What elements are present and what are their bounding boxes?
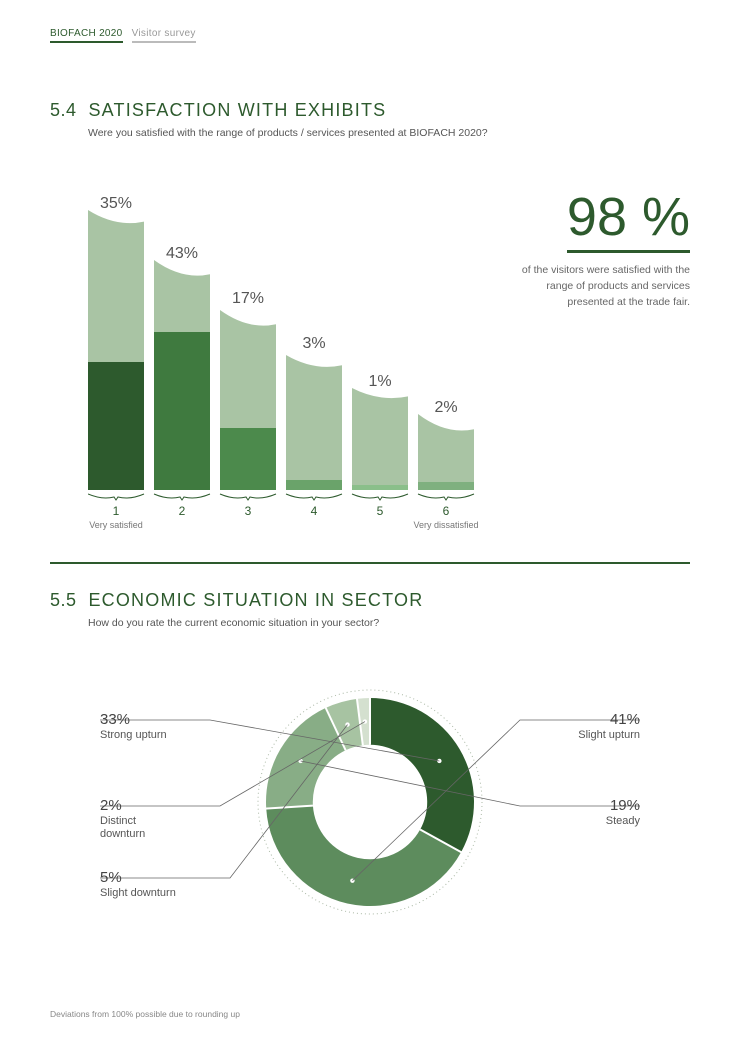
- svg-text:Strong upturn: Strong upturn: [100, 729, 167, 741]
- svg-text:Very dissatisfied: Very dissatisfied: [413, 520, 478, 530]
- svg-text:19%: 19%: [610, 797, 640, 814]
- section-5-5: 5.5 ECONOMIC SITUATION IN SECTOR How do …: [50, 590, 690, 629]
- donut-chart-svg: 33%Strong upturn 41%Slight upturn 19%Stead…: [0, 682, 740, 962]
- footnote: Deviations from 100% possible due to rou…: [50, 1009, 240, 1019]
- section-divider: [50, 562, 690, 564]
- svg-text:1: 1: [113, 504, 120, 518]
- svg-text:6: 6: [443, 504, 450, 518]
- svg-text:Distinct: Distinct: [100, 815, 136, 827]
- section-subtitle: Were you satisfied with the range of pro…: [88, 127, 690, 139]
- svg-text:43%: 43%: [166, 245, 198, 262]
- economic-donut-chart: 33%Strong upturn 41%Slight upturn 19%Stead…: [0, 682, 740, 962]
- svg-text:Steady: Steady: [606, 815, 641, 827]
- svg-text:4: 4: [311, 504, 318, 518]
- svg-text:5: 5: [377, 504, 384, 518]
- svg-text:17%: 17%: [232, 290, 264, 307]
- big-stat: 98 % of the visitors were satisfied with…: [510, 190, 690, 310]
- svg-text:1%: 1%: [368, 373, 391, 390]
- svg-text:Very satisfied: Very satisfied: [89, 520, 143, 530]
- svg-text:downturn: downturn: [100, 828, 145, 840]
- svg-text:33%: 33%: [100, 711, 130, 728]
- page-header: BIOFACH 2020 Visitor survey: [50, 28, 196, 43]
- svg-text:3%: 3%: [302, 335, 325, 352]
- section-number: 5.5: [50, 590, 84, 611]
- section-title: ECONOMIC SITUATION IN SECTOR: [88, 590, 423, 610]
- big-stat-value: 98 %: [567, 190, 690, 253]
- section-title: SATISFACTION WITH EXHIBITS: [88, 100, 386, 120]
- svg-text:2: 2: [179, 504, 186, 518]
- header-title: BIOFACH 2020: [50, 28, 123, 43]
- header-subtitle: Visitor survey: [132, 28, 196, 43]
- svg-text:Slight downturn: Slight downturn: [100, 887, 176, 899]
- svg-text:3: 3: [245, 504, 252, 518]
- section-5-4: 5.4 SATISFACTION WITH EXHIBITS Were you …: [50, 100, 690, 139]
- svg-text:Slight upturn: Slight upturn: [578, 729, 640, 741]
- svg-text:2%: 2%: [434, 399, 457, 416]
- svg-text:41%: 41%: [610, 711, 640, 728]
- big-stat-text: of the visitors were satisfied with the …: [510, 263, 690, 310]
- section-subtitle: How do you rate the current economic sit…: [88, 617, 690, 629]
- section-number: 5.4: [50, 100, 84, 121]
- satisfaction-bar-chart: 35%43%17%3%1%2%123456Very satisfiedVery …: [88, 190, 488, 490]
- bar-chart-svg: 35% 43% 17% 3% 1% 2% 1 2 3 4 5 6 Very satisfied Very …: [88, 190, 488, 530]
- svg-text:2%: 2%: [100, 797, 122, 814]
- svg-text:5%: 5%: [100, 869, 122, 886]
- svg-text:35%: 35%: [100, 195, 132, 212]
